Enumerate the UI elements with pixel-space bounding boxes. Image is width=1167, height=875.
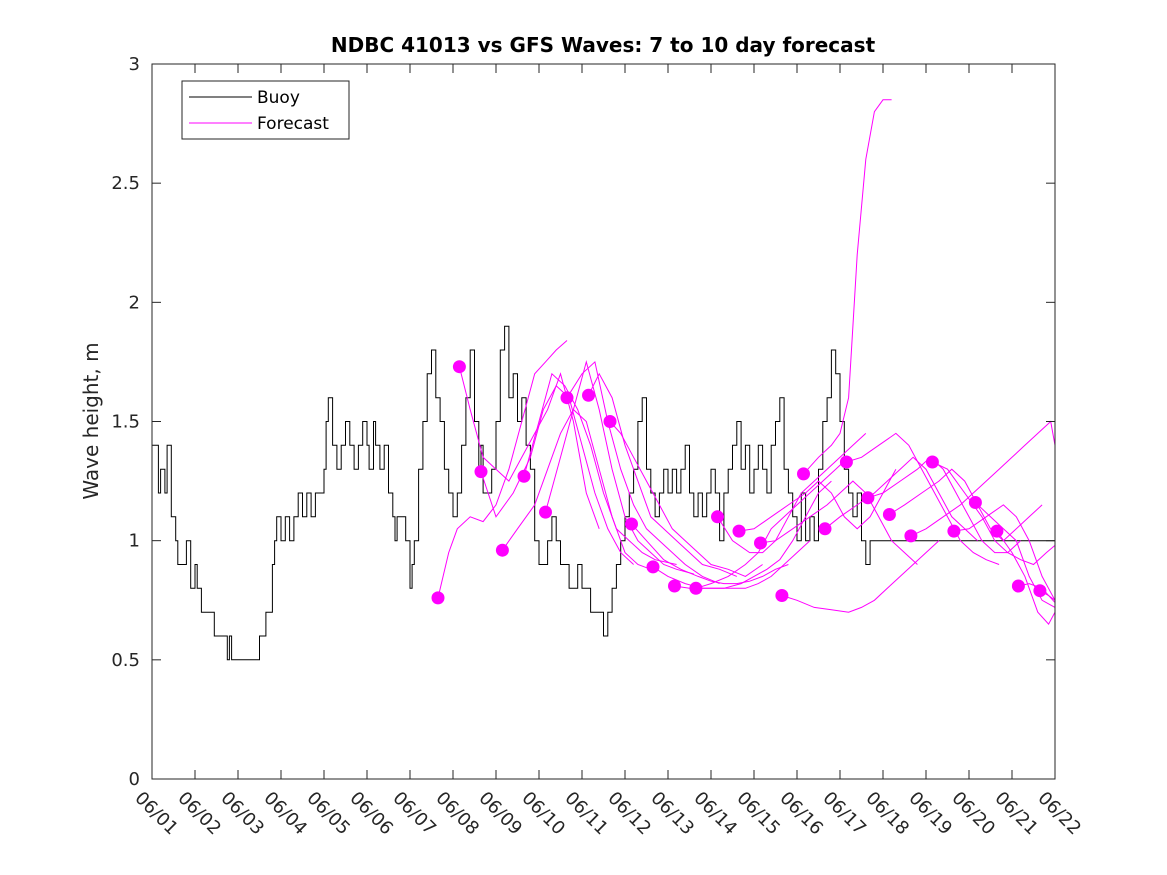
forecast-point <box>754 536 767 550</box>
series-forecast-run-14 <box>738 468 897 532</box>
chart-title: NDBC 41013 vs GFS Waves: 7 to 10 day for… <box>331 33 876 57</box>
y-axis-label: Wave height, m <box>79 342 103 499</box>
series-forecast-run-20 <box>867 456 1021 554</box>
y-tick-label: 0 <box>129 769 140 790</box>
y-tick-label: 3 <box>129 54 140 75</box>
series-forecast-run-15 <box>760 480 918 565</box>
legend-label-buoy: Buoy <box>257 88 300 108</box>
forecast-point <box>560 391 574 405</box>
forecast-point <box>990 524 1004 538</box>
series-forecast-run-25 <box>975 502 1056 608</box>
forecast-point <box>775 589 789 602</box>
forecast-point <box>474 465 488 479</box>
series-forecast-run-0 <box>437 340 568 599</box>
series-forecast-run-23 <box>932 461 1056 566</box>
series-forecast-run-1 <box>458 366 600 529</box>
forecast-point <box>711 510 724 524</box>
series-forecast-run-12 <box>695 456 849 589</box>
forecast-point <box>668 579 681 593</box>
series-forecast-run-19 <box>846 432 1000 565</box>
series-forecast-run-26 <box>996 530 1056 625</box>
series-forecast-run-6 <box>566 360 720 585</box>
forecast-point <box>732 524 746 538</box>
series-forecast-run-18 <box>824 456 978 542</box>
series-forecast-run-10 <box>652 540 811 589</box>
legend-box <box>181 80 350 140</box>
series-forecast-run-24 <box>953 504 1056 601</box>
forecast-point <box>452 360 466 374</box>
forecast-point <box>947 524 961 538</box>
legend: Buoy Forecast <box>181 80 350 140</box>
forecast-point <box>968 496 982 509</box>
forecast-point <box>904 529 918 543</box>
forecast-point <box>1033 584 1047 598</box>
forecast-point <box>625 517 638 531</box>
forecast-point <box>495 543 509 557</box>
forecast-point <box>797 467 810 481</box>
y-tick-label: 1.5 <box>111 412 140 433</box>
forecast-point <box>539 505 552 519</box>
forecast-point <box>882 508 896 521</box>
forecast-point <box>1011 579 1025 593</box>
forecast-point <box>839 455 853 469</box>
series-forecast-run-9 <box>631 523 789 585</box>
forecast-point <box>582 388 595 402</box>
series-forecast-run-17 <box>803 99 892 475</box>
forecast-point <box>646 560 660 574</box>
forecast-point <box>431 591 445 605</box>
series-forecast-run-8 <box>609 421 763 577</box>
series-forecast-run-21 <box>889 468 1043 542</box>
series-forecast-run-7 <box>588 372 737 577</box>
series-forecast-run-16 <box>781 540 940 613</box>
forecast-point <box>689 581 703 595</box>
legend-label-forecast: Forecast <box>257 114 329 134</box>
series-forecast-run-11 <box>674 480 832 589</box>
y-tick-label: 2 <box>129 292 140 313</box>
forecast-point <box>925 455 939 469</box>
y-tick-label: 1 <box>129 531 140 552</box>
series-forecast-run-2 <box>480 384 634 565</box>
series-forecast-run-4 <box>523 372 677 565</box>
series-buoy-line <box>152 325 1055 661</box>
series-forecast-run-13 <box>717 433 867 554</box>
series-forecast-run-22 <box>910 420 1056 537</box>
series-forecast-run-5 <box>545 359 694 575</box>
forecast-point <box>861 491 875 505</box>
forecast-point <box>517 469 531 483</box>
forecast-point <box>603 415 617 428</box>
y-tick-label: 0.5 <box>111 650 140 671</box>
y-tick-label: 2.5 <box>111 173 140 194</box>
series-layer <box>152 99 1056 661</box>
forecast-point <box>818 522 832 536</box>
